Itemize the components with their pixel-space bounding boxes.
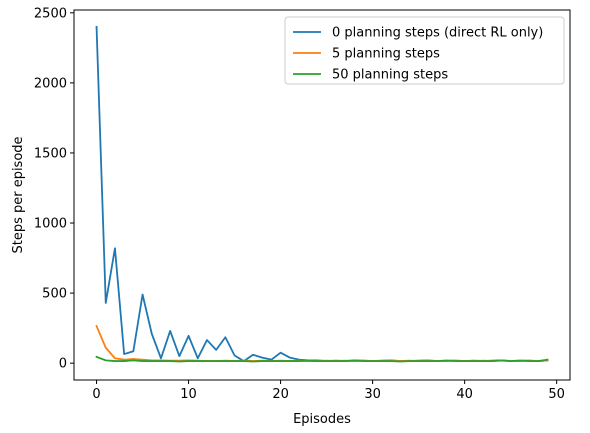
- series-layer: [95, 25, 549, 363]
- x-tick-label: 10: [180, 387, 197, 402]
- series-line-2: [95, 355, 549, 363]
- y-tick-label: 1000: [34, 217, 67, 232]
- y-tick-label: 500: [42, 287, 67, 302]
- legend-label-2: 50 planning steps: [332, 68, 448, 83]
- y-tick-label: 2000: [34, 76, 67, 91]
- legend-items: 0 planning steps (direct RL only) 5 plann…: [293, 26, 543, 83]
- x-tick-label: 30: [364, 387, 381, 402]
- x-axis-ticks: 0 10 20 30 40 50: [92, 380, 565, 402]
- y-axis-label: Steps per episode: [11, 136, 26, 253]
- x-axis-label: Episodes: [293, 412, 351, 427]
- legend: 0 planning steps (direct RL only) 5 plann…: [284, 16, 565, 85]
- plot-frame: [73, 9, 571, 381]
- x-tick-label: 50: [548, 387, 565, 402]
- y-tick-label: 2500: [34, 6, 67, 21]
- legend-label-0: 0 planning steps (direct RL only): [332, 26, 543, 41]
- y-tick-label: 1500: [34, 146, 67, 161]
- x-tick-label: 0: [92, 387, 100, 402]
- x-tick-label: 40: [456, 387, 473, 402]
- x-tick-label: 20: [272, 387, 289, 402]
- y-tick-label: 0: [59, 357, 67, 372]
- legend-label-1: 5 planning steps: [332, 47, 440, 62]
- legend-box: [284, 16, 565, 85]
- series-line-1: [95, 324, 549, 362]
- y-axis-ticks: 0 500 1000 1500 2000 2500: [34, 6, 74, 372]
